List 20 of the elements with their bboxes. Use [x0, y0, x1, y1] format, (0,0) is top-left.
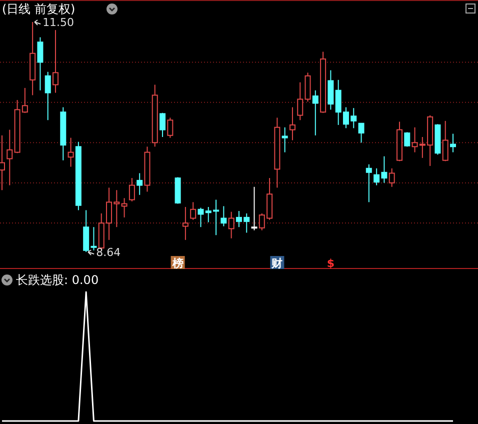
- candlestick: [136, 172, 143, 196]
- candlestick: [0, 134, 5, 191]
- candlestick: [68, 137, 74, 168]
- candlestick: [30, 22, 36, 96]
- candlestick: [128, 178, 135, 202]
- candlestick: [6, 129, 13, 186]
- candlestick: [274, 117, 280, 188]
- chart-title: (日线 前复权): [2, 2, 76, 16]
- candlestick: [60, 106, 66, 161]
- candlestick: [450, 133, 456, 153]
- chart-title: 长跌选股: 0.00: [16, 273, 99, 287]
- candlestick: [190, 202, 196, 220]
- candlestick: [282, 126, 288, 153]
- candlestick: [52, 30, 59, 94]
- text: $: [326, 256, 335, 270]
- candlestick: [289, 106, 296, 141]
- candlestick: [220, 206, 227, 227]
- annotation: 8.64: [96, 246, 121, 259]
- candlestick: [182, 206, 188, 240]
- annotation: 11.50: [42, 16, 74, 29]
